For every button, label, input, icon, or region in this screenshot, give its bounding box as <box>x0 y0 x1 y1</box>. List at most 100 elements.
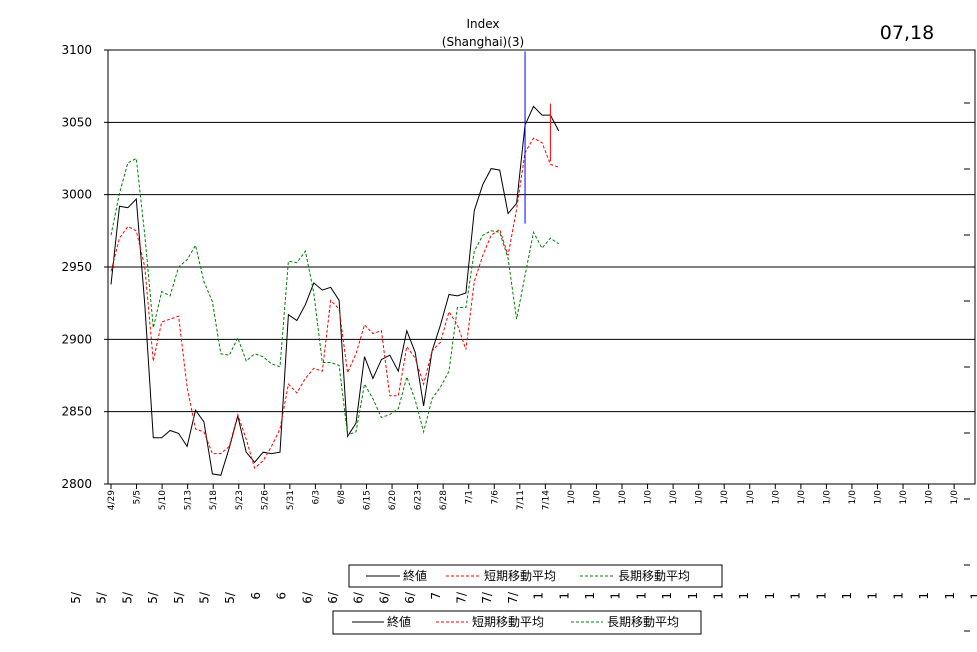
x-tick-label: 1/0 <box>950 490 960 505</box>
x-tick-label: 1/0 <box>618 490 628 505</box>
x-tick-label: 6/28 <box>439 490 449 510</box>
x-tick-label: 1/0 <box>822 490 832 505</box>
right-axis-ticks <box>964 102 970 632</box>
x-tick-label: 1/0 <box>592 490 602 505</box>
lower-axis-label: 1 <box>583 592 597 600</box>
x-tick-label: 1/0 <box>925 490 935 505</box>
legend-bottom-label-0: 終値 <box>387 614 411 629</box>
lower-axis-label: 1 <box>840 592 854 600</box>
x-tick-label: 5/13 <box>184 490 194 510</box>
x-axis-labels: 4/29 5/5 5/10 5/13 5/18 5/23 5/26 5/31 6/3 6/8 6/1… <box>107 490 960 510</box>
lower-axis-label: 1 <box>943 592 957 600</box>
x-axis-ticks <box>110 484 955 489</box>
y-tick-label: 2800 <box>61 477 92 491</box>
lower-axis-label: 5/ <box>198 591 212 604</box>
x-tick-label: 1/0 <box>771 490 781 505</box>
y-tick-label: 2900 <box>61 332 92 346</box>
lower-axis-label: 1 <box>891 592 905 600</box>
chart-subtitle: (Shanghai)(3) <box>442 35 524 49</box>
x-tick-label: 6/8 <box>337 490 347 505</box>
lower-axis-label: 1 <box>763 592 777 600</box>
lower-axis-label: 6/ <box>377 591 391 604</box>
lower-axis-label: 7/ <box>480 591 494 604</box>
lower-axis-label: 6/ <box>326 591 340 604</box>
x-tick-label: 1/0 <box>695 490 705 505</box>
y-tick-label: 3050 <box>61 115 92 129</box>
lower-axis-label: 1 <box>737 592 751 600</box>
legend-bottom-label-1: 短期移動平均 <box>472 615 544 629</box>
x-tick-label: 5/26 <box>260 490 270 510</box>
x-tick-label: 5/31 <box>286 490 296 510</box>
lower-axis-label: 6/ <box>300 591 314 604</box>
x-tick-label: 5/23 <box>235 490 245 510</box>
series-line-2 <box>110 157 560 436</box>
legend-bottom-label-2: 長期移動平均 <box>607 615 679 629</box>
lower-axis-label: 1 <box>660 592 674 600</box>
x-tick-label: 5/5 <box>133 490 143 504</box>
lower-axis-label: 7/ <box>455 591 469 604</box>
lower-axis-label: 6/ <box>403 591 417 604</box>
x-tick-label: 1/0 <box>746 490 756 505</box>
markers <box>524 51 551 224</box>
lower-axis-label: 5/ <box>95 591 109 604</box>
x-tick-label: 6/3 <box>311 490 321 504</box>
lower-axis-label: 1 <box>866 592 880 600</box>
legend-top: 終値 短期移動平均 長期移動平均 <box>348 564 723 588</box>
lower-axis-label: 5/ <box>146 591 160 604</box>
lower-axis-label: 1 <box>634 592 648 600</box>
series-lines <box>110 105 560 476</box>
x-tick-label: 7/11 <box>516 490 526 510</box>
y-axis-labels: 3100 3050 3000 2950 2900 2850 2800 <box>61 43 92 491</box>
lower-axis-label: 1 <box>686 592 700 600</box>
x-tick-label: 1/0 <box>874 490 884 505</box>
x-tick-label: 1/0 <box>848 490 858 505</box>
lower-axis-label: 1 <box>609 592 623 600</box>
x-tick-label: 7/14 <box>541 490 551 510</box>
x-tick-label: 1/0 <box>567 490 577 505</box>
x-tick-label: 1/0 <box>720 490 730 505</box>
lower-axis-label: 7 <box>429 592 443 600</box>
y-tick-label: 3100 <box>61 43 92 57</box>
x-tick-label: 1/0 <box>644 490 654 505</box>
lower-axis-label: 5/ <box>223 591 237 604</box>
x-tick-label: 1/0 <box>797 490 807 505</box>
date-label: 07,18 <box>880 22 934 44</box>
lower-axis-label: 6/ <box>352 591 366 604</box>
x-tick-label: 1/0 <box>669 490 679 505</box>
legend-top-label-1: 短期移動平均 <box>484 569 556 583</box>
y-tick-label: 3000 <box>61 188 92 202</box>
y-tick-label: 2850 <box>61 405 92 419</box>
legend-top-label-0: 終値 <box>403 568 427 583</box>
lower-axis-label: 1 <box>557 592 571 600</box>
grid-lines <box>104 49 975 485</box>
series-line-1 <box>110 137 559 469</box>
x-tick-label: 4/29 <box>107 490 117 510</box>
x-tick-label: 6/23 <box>414 490 424 510</box>
lower-axis-label: 5/ <box>69 591 83 604</box>
lower-axis-label: 5/ <box>172 591 186 604</box>
x-tick-label: 6/15 <box>363 490 373 510</box>
lower-axis-label: 1 <box>969 592 977 600</box>
x-tick-label: 6/20 <box>388 490 398 510</box>
lower-axis-label: 1 <box>789 592 803 600</box>
x-tick-label: 5/18 <box>209 490 219 510</box>
x-tick-label: 1/0 <box>899 490 909 505</box>
legend-bottom: 終値 短期移動平均 長期移動平均 <box>332 610 702 635</box>
y-tick-label: 2950 <box>61 260 92 274</box>
x-tick-label: 7/1 <box>465 490 475 504</box>
lower-axis-label: 1 <box>712 592 726 600</box>
lower-axis-label: 5/ <box>120 591 134 604</box>
x-tick-label: 5/10 <box>158 490 168 510</box>
lower-axis-label: 7/ <box>506 591 520 604</box>
lower-axis-label: 1 <box>532 592 546 600</box>
lower-axis-labels: 5/5/5/5/5/5/5/6 6 6/6/6/6/6/7 7/7/7/1 1 1 1 1 1 1… <box>69 591 977 604</box>
legend-top-label-2: 長期移動平均 <box>618 569 690 583</box>
x-tick-label: 7/6 <box>490 490 500 505</box>
lower-axis-label: 6 <box>249 592 263 600</box>
lower-axis-label: 1 <box>814 592 828 600</box>
lower-axis-label: 1 <box>917 592 931 600</box>
chart-title: Index <box>466 17 499 31</box>
series-line-0 <box>110 105 560 476</box>
lower-axis-label: 6 <box>275 592 289 600</box>
